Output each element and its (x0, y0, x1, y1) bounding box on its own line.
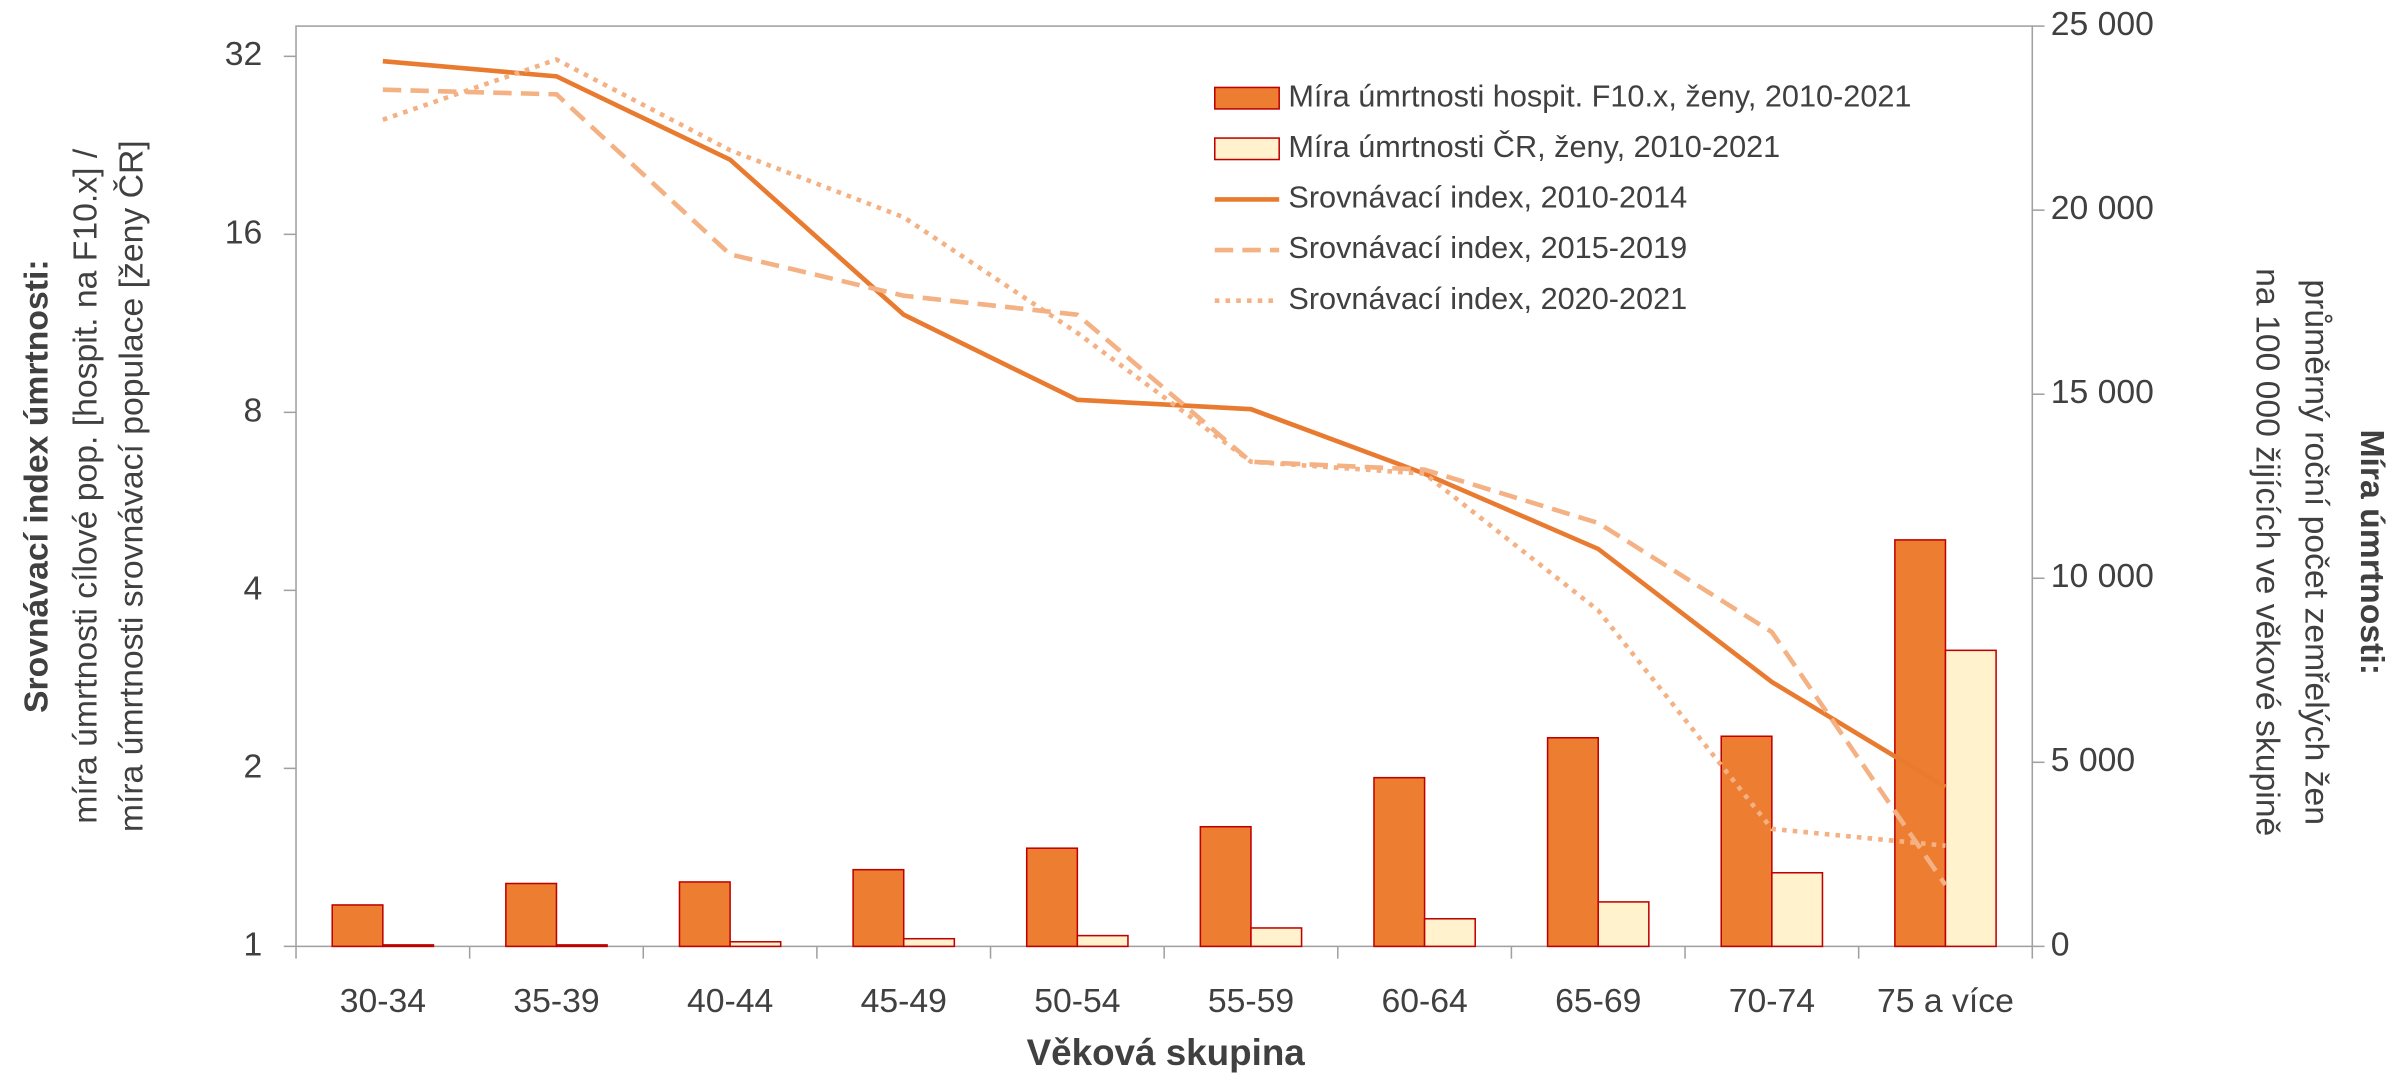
x-tick-label: 50-54 (1034, 982, 1120, 1020)
y2-tick-label: 20 000 (2051, 189, 2154, 227)
bar (1199, 825, 1252, 948)
bar (1546, 736, 1599, 948)
x-tick-label: 45-49 (861, 982, 947, 1020)
legend-label: Srovnávací index, 2015-2019 (1288, 231, 1687, 265)
y-tick-label: 16 (225, 213, 263, 251)
bar (902, 937, 956, 948)
bar (505, 882, 558, 948)
bar (1250, 927, 1303, 948)
line-series (382, 58, 1947, 789)
y-tick-label: 1 (244, 925, 263, 963)
y-tick-label: 2 (244, 747, 263, 785)
x-tick-label: 70-74 (1729, 982, 1815, 1020)
bar (1771, 871, 1824, 948)
x-tick-label: 65-69 (1555, 982, 1641, 1020)
y-tick-label: 8 (244, 391, 263, 429)
legend-swatch (1214, 86, 1280, 110)
bar (852, 868, 905, 948)
legend-swatch (1214, 137, 1280, 161)
y2-tick-label: 0 (2051, 925, 2070, 963)
y-axis-title: Srovnávací index úmrtnosti: (17, 259, 55, 713)
legend-label: Míra úmrtnosti hospit. F10.x, ženy, 2010… (1288, 79, 1911, 113)
y2-axis-title: Míra úmrtnosti: (2353, 429, 2391, 675)
bar (678, 881, 731, 948)
x-tick-label: 75 a více (1877, 982, 2014, 1020)
bar (331, 904, 384, 948)
y2-tick-label: 10 000 (2051, 557, 2154, 595)
x-tick-label: 40-44 (687, 982, 773, 1020)
y-tick-label: 4 (244, 569, 263, 607)
y2-axis-subtitle: průměrný roční počet zemřelých žen (2298, 279, 2336, 825)
bar (1076, 934, 1129, 948)
bar (1373, 776, 1426, 948)
x-tick-label: 35-39 (513, 982, 599, 1020)
legend-label: Srovnávací index, 2020-2021 (1288, 282, 1687, 316)
x-tick-label: 60-64 (1381, 982, 1467, 1020)
y2-tick-label: 25 000 (2051, 5, 2154, 43)
bar (1894, 539, 1947, 948)
y-tick-label: 32 (225, 35, 263, 73)
y2-tick-label: 5 000 (2051, 741, 2135, 779)
y2-axis-subtitle: na 100 000 žijících ve věkové skupině (2249, 268, 2287, 836)
bar (1720, 735, 1773, 948)
legend-label: Srovnávací index, 2010-2014 (1288, 181, 1687, 215)
bar (729, 941, 782, 948)
bar (1423, 917, 1476, 948)
bar (1025, 847, 1079, 948)
x-tick-label: 55-59 (1208, 982, 1294, 1020)
x-tick-label: 30-34 (340, 982, 426, 1020)
x-axis-title: Věková skupina (1027, 1032, 1306, 1073)
bar (382, 944, 435, 948)
line-series (382, 87, 1948, 887)
legend-label: Míra úmrtnosti ČR, ženy, 2010-2021 (1288, 129, 1780, 164)
y2-axis-title-group: Míra úmrtnosti: průměrný roční počet zem… (2249, 268, 2391, 836)
y-axis-subtitle: míra úmrtnosti srovnávací populace [ženy… (112, 140, 150, 832)
y-axis-subtitle: míra úmrtnosti cílové pop. [hospit. na F… (66, 148, 104, 824)
bar (1597, 901, 1650, 948)
bar (555, 944, 608, 948)
line-series (382, 57, 1946, 848)
bar (1944, 649, 1997, 948)
y2-tick-label: 15 000 (2051, 373, 2154, 411)
y-axis-title-group: Srovnávací index úmrtnosti: míra úmrtnos… (17, 140, 150, 832)
